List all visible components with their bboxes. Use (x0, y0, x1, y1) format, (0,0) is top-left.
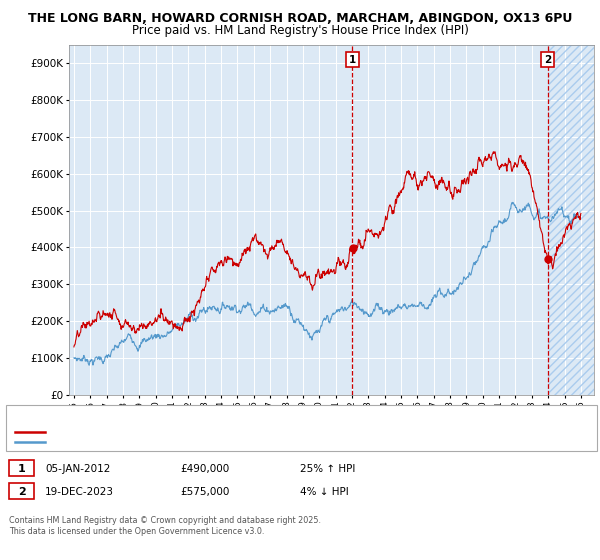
Text: 05-JAN-2012: 05-JAN-2012 (45, 464, 110, 474)
Text: Price paid vs. HM Land Registry's House Price Index (HPI): Price paid vs. HM Land Registry's House … (131, 24, 469, 36)
Text: 25% ↑ HPI: 25% ↑ HPI (300, 464, 355, 474)
Text: HPI: Average price, detached house, Vale of White Horse: HPI: Average price, detached house, Vale… (48, 438, 293, 447)
Text: THE LONG BARN, HOWARD CORNISH ROAD, MARCHAM, ABINGDON, OX13 6PU (detached hous: THE LONG BARN, HOWARD CORNISH ROAD, MARC… (48, 427, 457, 436)
Text: THE LONG BARN, HOWARD CORNISH ROAD, MARCHAM, ABINGDON, OX13 6PU: THE LONG BARN, HOWARD CORNISH ROAD, MARC… (28, 12, 572, 25)
Text: £490,000: £490,000 (180, 464, 229, 474)
Text: 19-DEC-2023: 19-DEC-2023 (45, 487, 114, 497)
Text: £575,000: £575,000 (180, 487, 229, 497)
Text: Contains HM Land Registry data © Crown copyright and database right 2025.
This d: Contains HM Land Registry data © Crown c… (9, 516, 321, 536)
Text: 1: 1 (349, 54, 356, 64)
Text: 2: 2 (544, 54, 551, 64)
Text: 2: 2 (18, 487, 25, 497)
Text: 4% ↓ HPI: 4% ↓ HPI (300, 487, 349, 497)
Text: 1: 1 (18, 464, 25, 474)
